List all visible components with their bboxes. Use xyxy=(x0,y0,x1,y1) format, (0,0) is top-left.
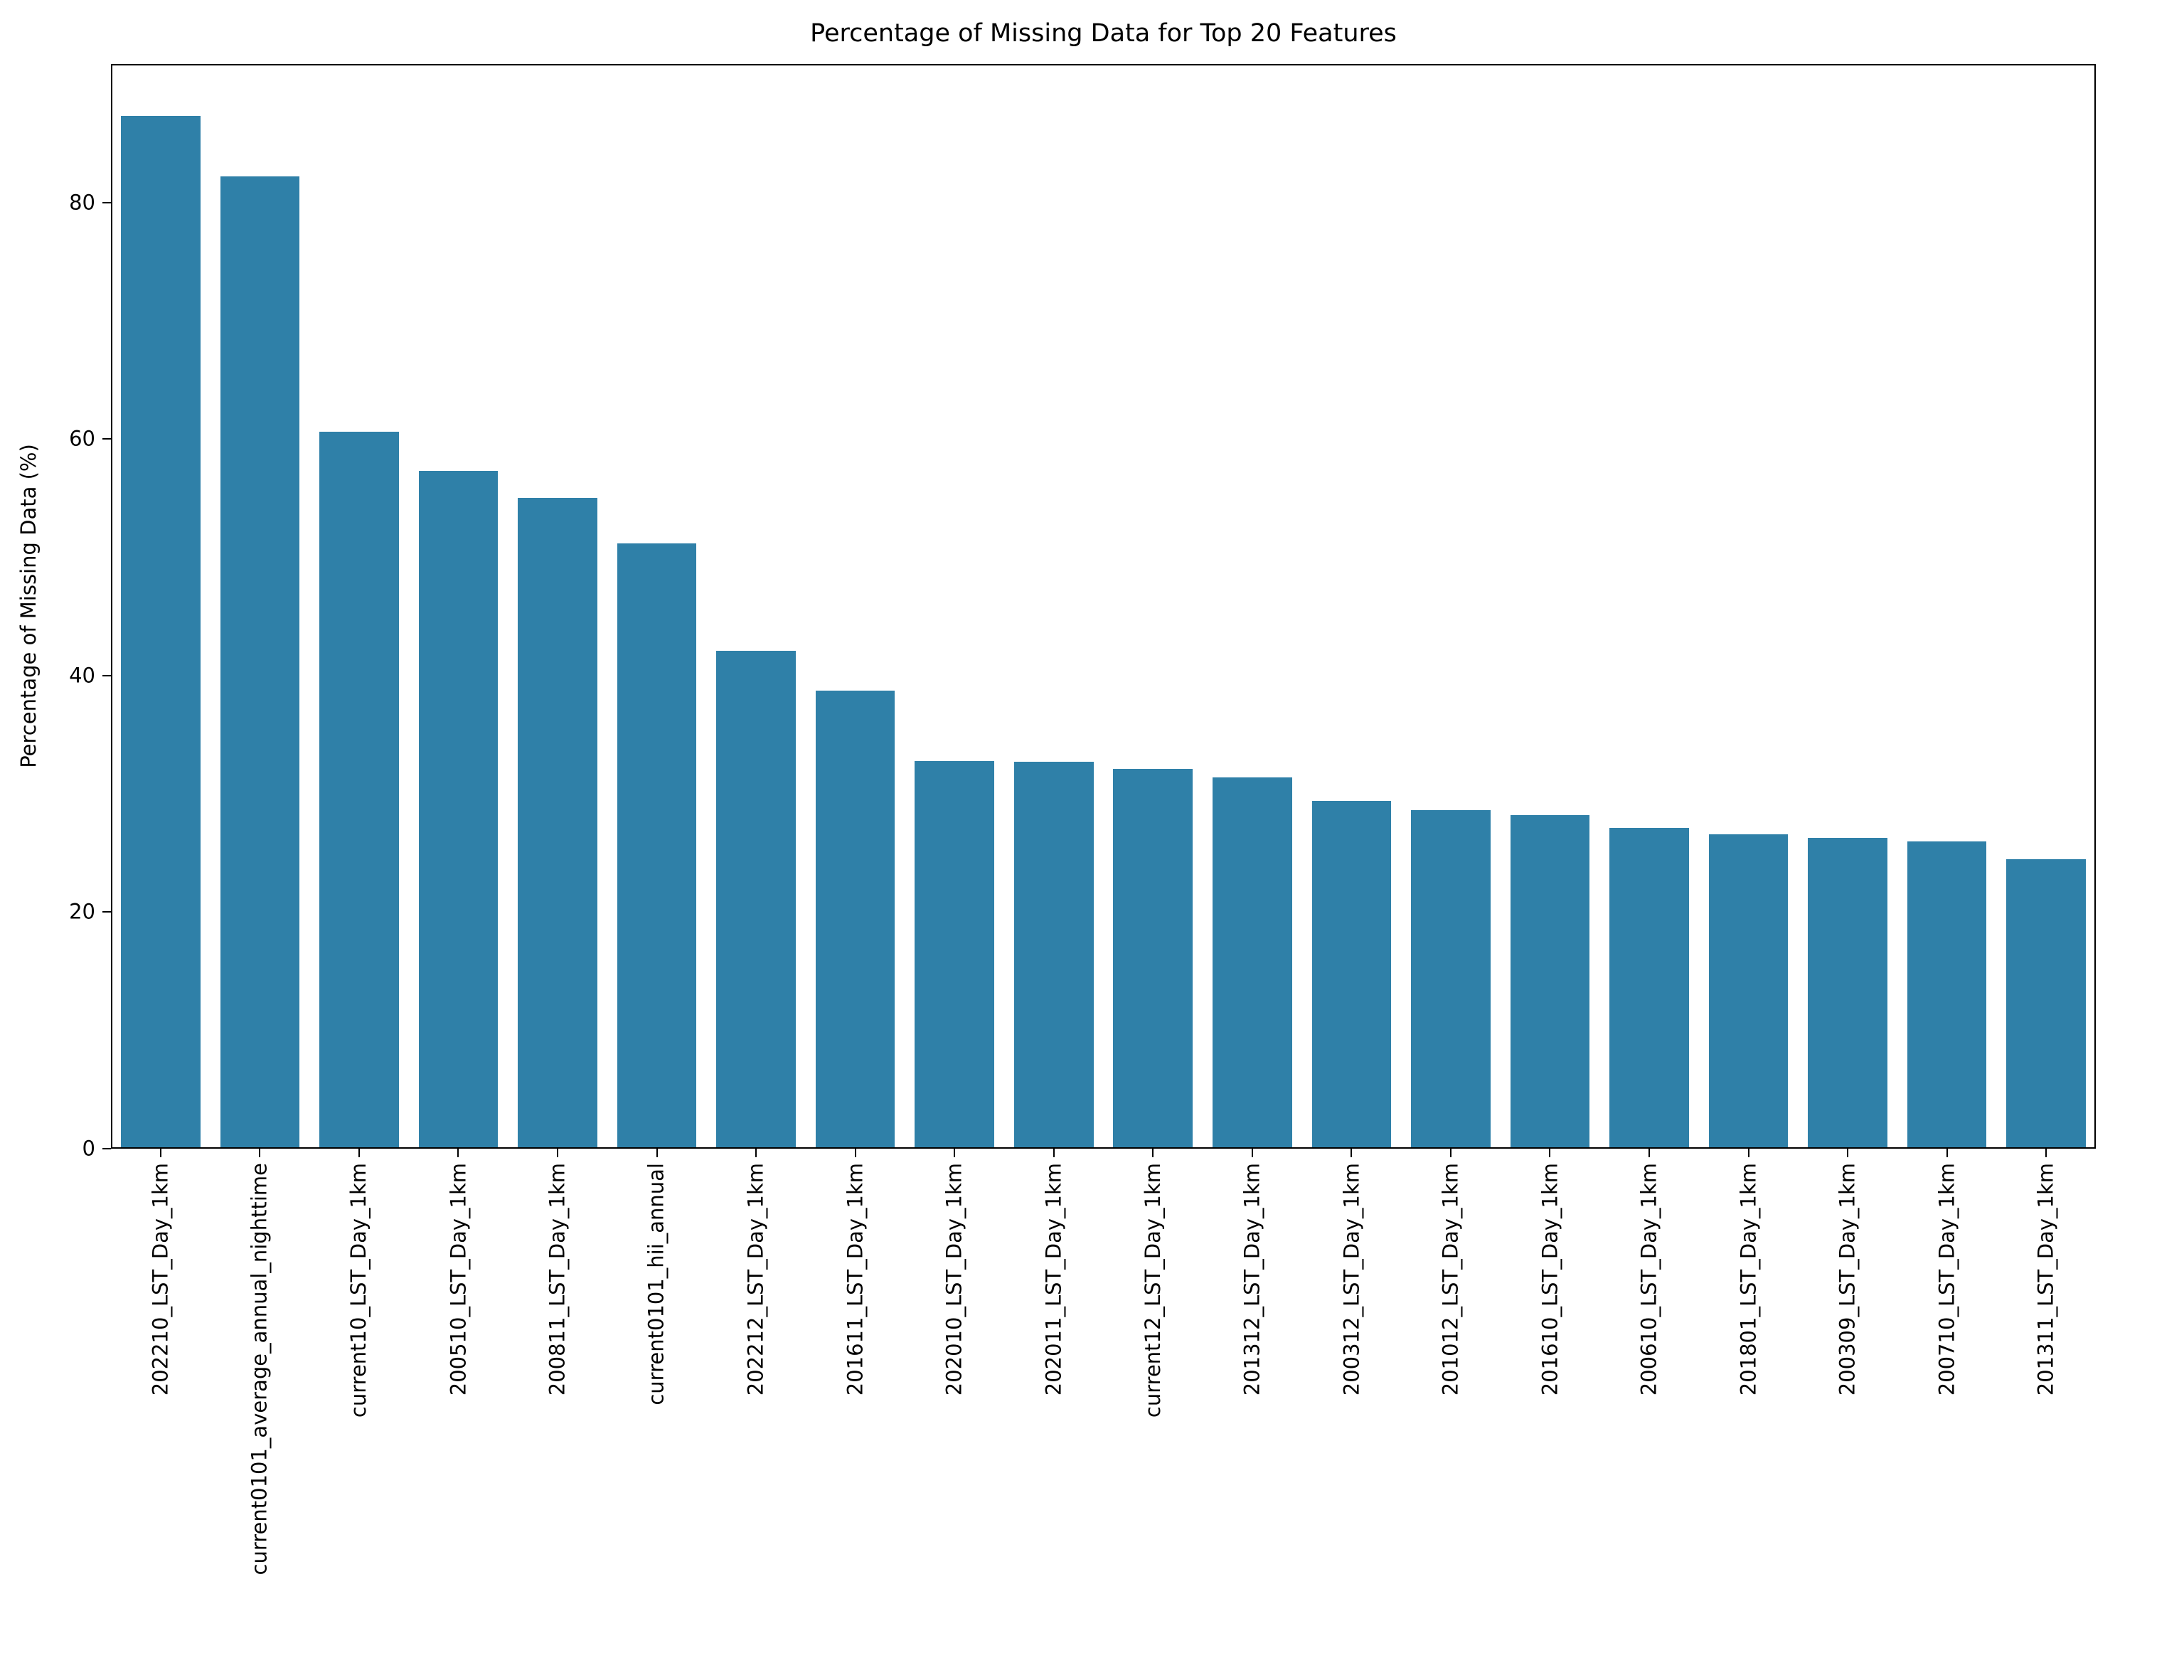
x-tick-label: current10_LST_Day_1km xyxy=(346,1163,371,1418)
bar xyxy=(1113,769,1193,1149)
x-tick-mark xyxy=(259,1149,261,1157)
bar xyxy=(319,432,399,1149)
bar xyxy=(1213,777,1292,1149)
x-tick-label: 201611_LST_Day_1km xyxy=(843,1163,868,1396)
x-tick-mark xyxy=(854,1149,856,1157)
x-tick-label: 201610_LST_Day_1km xyxy=(1537,1163,1562,1396)
bar xyxy=(617,543,697,1149)
y-tick-mark xyxy=(102,911,111,913)
bar xyxy=(2006,858,2087,1149)
x-tick-mark xyxy=(1351,1149,1353,1157)
x-tick-mark xyxy=(358,1149,360,1157)
x-tick-label: 200309_LST_Day_1km xyxy=(1835,1163,1860,1396)
x-tick-mark xyxy=(2045,1149,2047,1157)
bar xyxy=(1907,841,1987,1149)
y-tick-label: 40 xyxy=(69,663,95,688)
x-tick-mark xyxy=(656,1149,658,1157)
x-tick-label: 201311_LST_Day_1km xyxy=(2033,1163,2058,1396)
x-tick-mark xyxy=(1847,1149,1849,1157)
x-tick-label: 202210_LST_Day_1km xyxy=(148,1163,173,1396)
x-tick-label: 200312_LST_Day_1km xyxy=(1338,1163,1363,1396)
x-tick-mark xyxy=(755,1149,757,1157)
y-tick-mark xyxy=(102,674,111,676)
bar xyxy=(815,691,895,1149)
bar xyxy=(1609,828,1689,1149)
x-tick-label: 202010_LST_Day_1km xyxy=(942,1163,966,1396)
x-tick-label: 200710_LST_Day_1km xyxy=(1934,1163,1959,1396)
bar xyxy=(120,116,201,1149)
y-tick-mark xyxy=(102,438,111,440)
x-tick-label: 200610_LST_Day_1km xyxy=(1636,1163,1661,1396)
x-tick-label: 202011_LST_Day_1km xyxy=(1041,1163,1066,1396)
bar xyxy=(1013,762,1094,1149)
y-tick-mark xyxy=(102,201,111,203)
plot-frame xyxy=(111,64,2096,1149)
bar xyxy=(1510,815,1590,1149)
x-tick-mark xyxy=(556,1149,558,1157)
x-tick-mark xyxy=(1449,1149,1451,1157)
bar xyxy=(1708,834,1789,1149)
x-tick-mark xyxy=(457,1149,459,1157)
x-tick-label: 200811_LST_Day_1km xyxy=(545,1163,570,1396)
x-tick-label: 201012_LST_Day_1km xyxy=(1438,1163,1463,1396)
bar xyxy=(1411,810,1491,1149)
y-tick-label: 80 xyxy=(69,190,95,215)
bar xyxy=(1311,801,1392,1149)
x-tick-mark xyxy=(1747,1149,1749,1157)
x-tick-mark xyxy=(1053,1149,1055,1157)
x-tick-label: 202212_LST_Day_1km xyxy=(743,1163,768,1396)
x-tick-mark xyxy=(1549,1149,1551,1157)
x-tick-label: current0101_hii_annual xyxy=(644,1163,669,1405)
x-tick-label: 201312_LST_Day_1km xyxy=(1240,1163,1264,1396)
x-tick-label: current0101_average_annual_nighttime xyxy=(247,1163,272,1575)
y-tick-label: 0 xyxy=(82,1136,95,1161)
bar xyxy=(1808,837,1887,1149)
x-tick-mark xyxy=(159,1149,161,1157)
x-tick-label: current12_LST_Day_1km xyxy=(1140,1163,1165,1418)
x-tick-mark xyxy=(954,1149,956,1157)
x-tick-mark xyxy=(1152,1149,1154,1157)
bar xyxy=(915,760,994,1149)
x-tick-mark xyxy=(1946,1149,1948,1157)
bar xyxy=(418,471,499,1149)
bar xyxy=(716,650,796,1149)
y-tick-label: 20 xyxy=(69,899,95,924)
x-tick-label: 201801_LST_Day_1km xyxy=(1736,1163,1761,1396)
bar xyxy=(220,176,300,1149)
x-tick-label: 200510_LST_Day_1km xyxy=(445,1163,470,1396)
x-tick-mark xyxy=(1251,1149,1253,1157)
chart-title: Percentage of Missing Data for Top 20 Fe… xyxy=(810,19,1397,48)
bar xyxy=(518,498,597,1149)
y-tick-mark xyxy=(102,1148,111,1149)
x-tick-mark xyxy=(1648,1149,1651,1157)
y-axis-label: Percentage of Missing Data (%) xyxy=(16,444,41,768)
y-tick-label: 60 xyxy=(69,426,95,451)
